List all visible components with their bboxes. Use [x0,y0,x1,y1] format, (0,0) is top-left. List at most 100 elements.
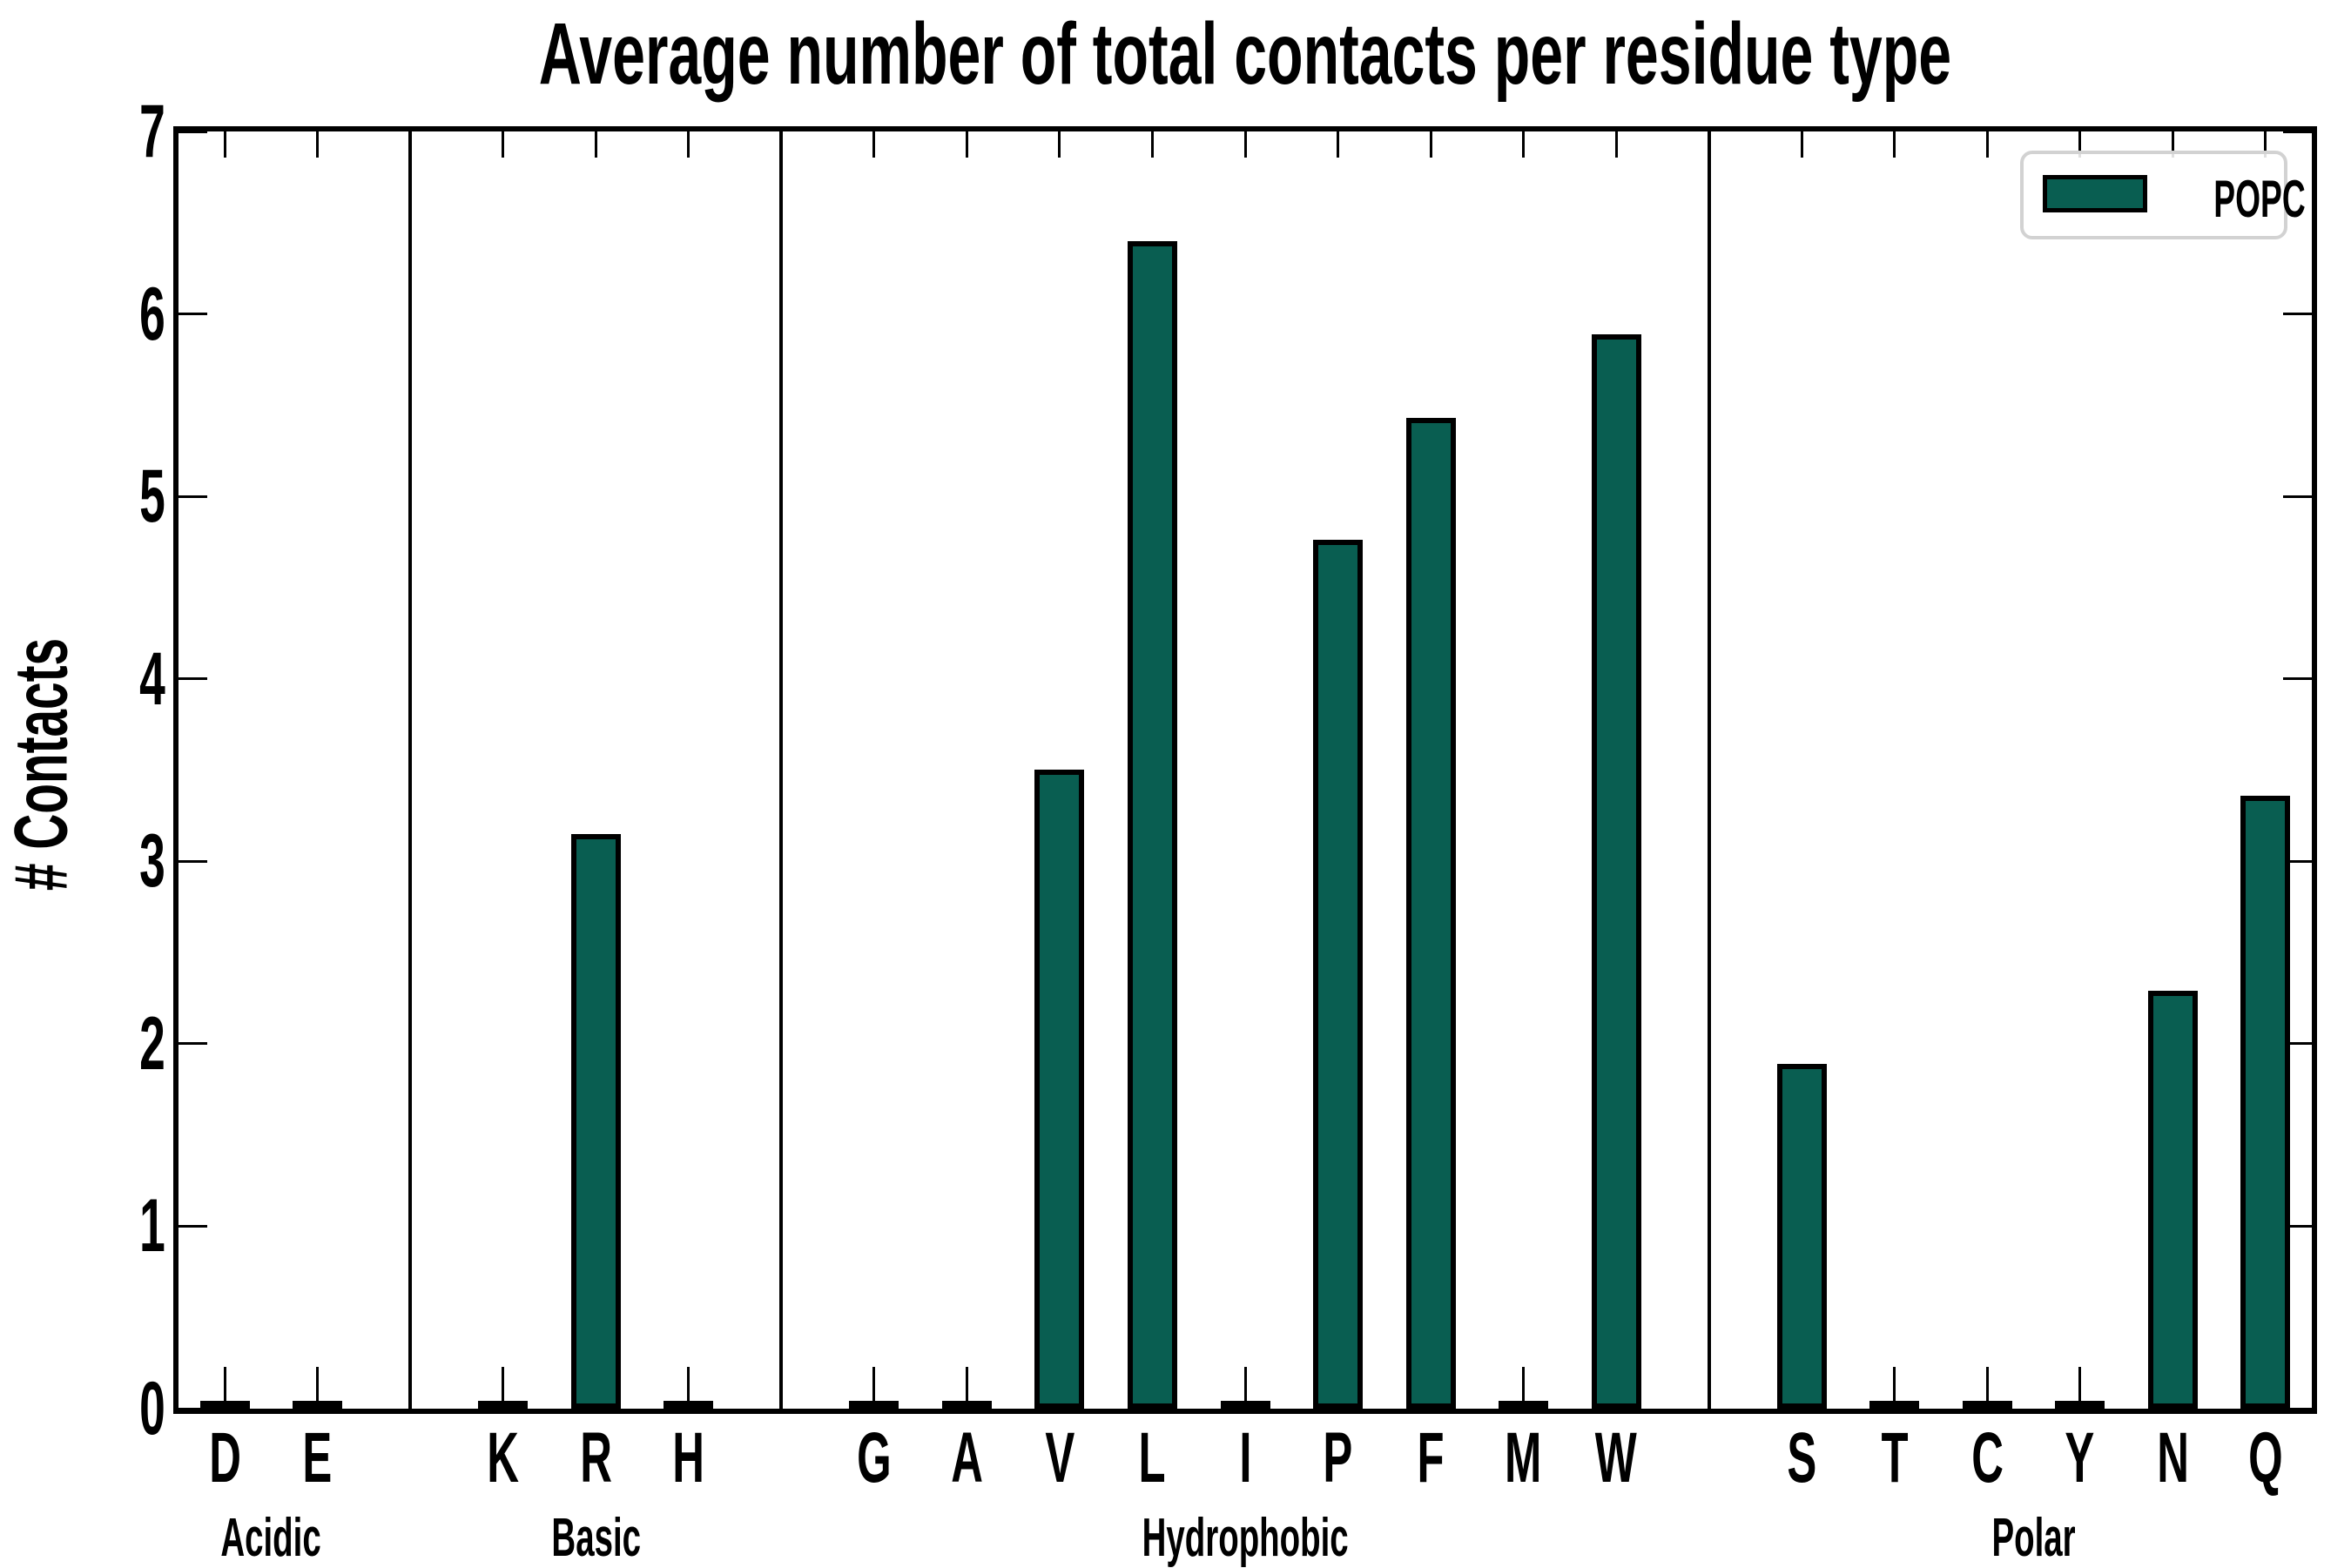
x-tick-label-S: S [1732,1423,1871,1494]
y-tick-right-1 [2283,1224,2312,1228]
bar-K-zero [478,1401,529,1409]
y-tick-left-6 [179,313,207,316]
x-tick-label-text: H [672,1418,705,1497]
x-tick-label-text: F [1417,1418,1445,1497]
x-tick-label-D: D [155,1423,294,1494]
bar-L [1127,241,1177,1409]
x-tick-top-C [1985,131,1989,158]
bar-T-zero [1869,1401,1920,1409]
chart-title: Average number of total contacts per res… [538,5,1952,103]
y-tick-label-1: 1 [44,1188,165,1263]
x-tick-bottom-A [965,1367,968,1409]
x-tick-bottom-H [687,1367,690,1409]
y-tick-label-7: 7 [44,94,165,169]
group-label-acidic: Acidic [54,1511,489,1565]
x-tick-label-text: T [1881,1418,1909,1497]
x-tick-label-R: R [526,1423,665,1494]
bar-N [2147,991,2198,1409]
x-tick-label-K: K [434,1423,573,1494]
y-tick-left-4 [179,677,207,681]
x-tick-label-text: D [208,1418,241,1497]
x-tick-bottom-D [223,1367,226,1409]
y-tick-right-2 [2283,1042,2312,1046]
group-label-polar: Polar [1815,1511,2251,1565]
y-tick-left-1 [179,1224,207,1228]
y-tick-left-2 [179,1042,207,1046]
x-tick-label-text: A [951,1418,983,1497]
group-label-text: Polar [1991,1508,2076,1568]
x-tick-top-A [965,131,968,158]
bar-R [570,834,621,1409]
x-tick-label-Y: Y [2011,1423,2150,1494]
x-tick-label-T: T [1825,1423,1964,1494]
y-tick-right-0 [2283,1407,2312,1410]
x-tick-label-G: G [805,1423,944,1494]
plot-inner [179,130,2312,1410]
x-tick-top-I [1243,131,1247,158]
y-tick-right-5 [2283,495,2312,498]
x-tick-label-text: S [1787,1418,1817,1497]
x-tick-label-text: Q [2247,1418,2283,1497]
group-label-text: Basic [551,1508,641,1568]
bar-S [1776,1064,1827,1409]
group-label-basic: Basic [378,1511,813,1565]
x-tick-label-text: W [1595,1418,1638,1497]
x-tick-top-F [1429,131,1432,158]
x-tick-label-text: M [1505,1418,1542,1497]
x-tick-top-M [1522,131,1526,158]
bar-M-zero [1499,1401,1549,1409]
x-tick-top-H [687,131,690,158]
x-tick-label-text: L [1138,1418,1166,1497]
x-tick-top-K [502,131,505,158]
x-tick-top-Y [2078,131,2082,158]
bar-Q [2240,796,2291,1409]
x-tick-label-I: I [1176,1423,1315,1494]
bar-W [1591,334,1641,1409]
y-tick-left-5 [179,495,207,498]
group-label-text: Hydrophobic [1142,1508,1349,1568]
x-tick-top-P [1337,131,1340,158]
bar-H-zero [664,1401,714,1409]
x-tick-label-text: P [1323,1418,1353,1497]
y-tick-label-6: 6 [44,277,165,352]
legend-swatch-popc [2043,175,2147,212]
x-tick-label-N: N [2103,1423,2242,1494]
y-tick-label-3: 3 [44,824,165,898]
y-tick-label-5: 5 [44,459,165,534]
x-tick-top-Q [2264,131,2267,158]
y-tick-right-6 [2283,313,2312,316]
group-separator [1707,131,1711,1409]
x-tick-label-L: L [1082,1423,1222,1494]
x-tick-label-text: V [1044,1418,1074,1497]
y-tick-label-text: 7 [139,90,165,173]
x-tick-label-H: H [619,1423,758,1494]
x-tick-top-S [1800,131,1803,158]
bar-V [1034,770,1085,1409]
x-tick-label-A: A [897,1423,1036,1494]
x-tick-bottom-E [316,1367,320,1409]
x-tick-bottom-G [872,1367,876,1409]
y-tick-left-3 [179,859,207,863]
x-tick-label-text: Y [2065,1418,2095,1497]
x-tick-label-E: E [248,1423,387,1494]
y-tick-label-text: 4 [139,636,165,721]
y-tick-left-7 [179,130,207,133]
bar-P [1313,540,1364,1409]
bar-F [1405,418,1456,1409]
x-tick-top-T [1893,131,1896,158]
y-tick-label-4: 4 [44,642,165,717]
legend-label: POPC [2213,170,2306,228]
x-tick-label-M: M [1454,1423,1593,1494]
y-tick-label-text: 5 [139,454,165,539]
group-label-text: Acidic [220,1508,322,1568]
x-tick-bottom-T [1893,1367,1896,1409]
y-tick-right-4 [2283,677,2312,681]
x-tick-top-L [1150,131,1154,158]
x-tick-label-P: P [1269,1423,1408,1494]
x-tick-label-text: N [2156,1418,2189,1497]
x-tick-label-text: R [579,1418,612,1497]
x-tick-top-G [872,131,876,158]
plot-area [173,126,2317,1414]
y-tick-right-3 [2283,859,2312,863]
y-tick-label-text: 6 [139,272,165,356]
